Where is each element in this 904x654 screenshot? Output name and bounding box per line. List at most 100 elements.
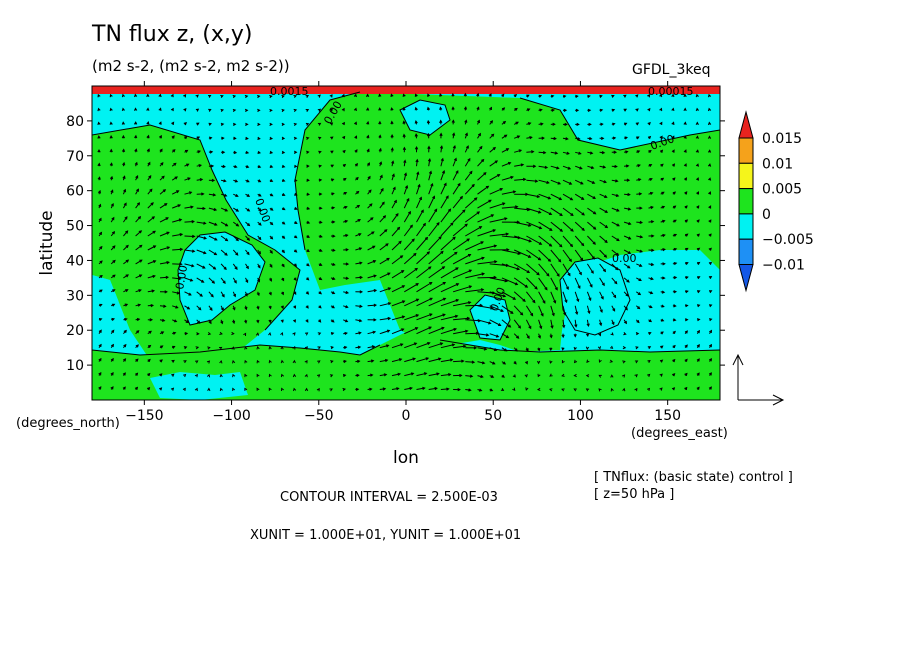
- flux-vector: [404, 314, 419, 321]
- flux-vector-head: [292, 345, 296, 350]
- flux-vector-head: [152, 245, 157, 249]
- flux-vector: [599, 207, 608, 213]
- flux-vector-head: [697, 276, 701, 280]
- flux-vector-head: [696, 304, 701, 308]
- flux-vector: [538, 179, 549, 184]
- flux-vector-head: [234, 179, 239, 183]
- flux-vector-head: [148, 330, 152, 334]
- flux-vector-head: [378, 93, 382, 97]
- flux-vector-head: [162, 189, 167, 193]
- flux-vector: [477, 319, 491, 324]
- flux-vector: [452, 158, 457, 167]
- flux-vector: [452, 196, 463, 209]
- flux-vector-head: [294, 206, 298, 210]
- flux-vector-head: [501, 374, 505, 378]
- flux-vector: [220, 277, 226, 284]
- flux-vector-head: [602, 165, 607, 169]
- flux-vector: [538, 277, 548, 290]
- flux-vector-head: [627, 192, 631, 197]
- flux-vector-head: [647, 346, 652, 350]
- flux-vector-head: [294, 249, 298, 253]
- x-axis-label: lon: [393, 448, 419, 468]
- flux-vector-head: [214, 222, 218, 226]
- flux-vector-head: [159, 148, 163, 152]
- flux-vector-head: [220, 320, 224, 325]
- flux-vector-head: [125, 259, 130, 263]
- flux-vector-head: [461, 359, 465, 363]
- flux-vector: [135, 216, 141, 223]
- flux-vector-head: [256, 346, 260, 350]
- flux-vector-head: [220, 307, 224, 312]
- flux-vector-head: [166, 231, 170, 235]
- flux-vector-head: [659, 107, 663, 112]
- flux-vector: [489, 188, 503, 195]
- flux-vector-head: [504, 217, 508, 221]
- flux-vector-head: [592, 241, 596, 245]
- flux-vector: [562, 319, 565, 328]
- flux-vector: [379, 202, 385, 209]
- flux-vector-head: [420, 209, 424, 213]
- flux-vector: [489, 217, 507, 223]
- flux-vector-head: [294, 192, 298, 196]
- flux-vector-head: [112, 245, 116, 249]
- flux-vector-head: [183, 360, 187, 364]
- flux-vector-head: [256, 306, 260, 310]
- flux-vector-head: [232, 387, 236, 392]
- flux-vector: [513, 291, 526, 302]
- flux-vector-head: [707, 163, 712, 167]
- flux-vector-head: [552, 122, 556, 126]
- flux-vector-head: [635, 346, 639, 350]
- flux-vector-head: [196, 332, 200, 336]
- flux-vector-head: [429, 297, 433, 301]
- flux-vector-head: [488, 93, 492, 97]
- flux-vector-head: [556, 166, 560, 170]
- flux-vector-head: [593, 226, 597, 230]
- flux-vector-head: [402, 106, 406, 111]
- flux-vector-head: [454, 314, 459, 318]
- flux-vector-head: [550, 325, 554, 329]
- flux-vector-head: [305, 291, 310, 295]
- flux-vector-head: [305, 319, 309, 323]
- flux-vector: [489, 147, 496, 153]
- flux-vector-head: [565, 286, 569, 291]
- flux-vector: [440, 388, 449, 390]
- flux-vector: [391, 270, 404, 279]
- flux-vector-head: [341, 93, 345, 98]
- flux-vector-head: [220, 95, 224, 99]
- flux-vector: [428, 373, 439, 377]
- flux-vector-head: [442, 313, 446, 317]
- flux-vector-head: [244, 373, 248, 378]
- flux-vector-head: [136, 317, 141, 322]
- flux-vector-head: [359, 290, 364, 294]
- flux-vector-head: [306, 220, 311, 224]
- flux-vector: [172, 204, 181, 209]
- flux-vector: [147, 230, 156, 237]
- flux-vector-head: [397, 372, 402, 376]
- flux-vector: [611, 193, 619, 197]
- flux-vector-head: [354, 163, 359, 167]
- flux-vector-head: [475, 331, 480, 335]
- flux-vector-head: [489, 106, 493, 111]
- flux-vector: [562, 249, 572, 262]
- flux-vector: [355, 276, 363, 279]
- flux-vector-head: [246, 193, 251, 197]
- flux-vector-head: [372, 260, 377, 264]
- flux-vector-head: [165, 217, 169, 221]
- flux-vector: [391, 200, 397, 209]
- flux-vector-head: [121, 107, 125, 112]
- flux-vector-head: [578, 271, 582, 276]
- flux-vector-head: [612, 308, 616, 312]
- flux-vector-head: [330, 360, 334, 364]
- flux-vector-head: [146, 93, 150, 98]
- flux-vector-head: [683, 149, 687, 153]
- flux-vector-head: [366, 148, 370, 152]
- flux-vector-head: [258, 193, 262, 197]
- flux-vector: [574, 291, 579, 302]
- contour-lines: [92, 91, 720, 356]
- flux-vector-head: [396, 226, 401, 231]
- flux-vector-head: [159, 134, 162, 139]
- flux-vector-head: [611, 321, 615, 326]
- flux-vector-head: [610, 374, 614, 378]
- flux-vector-head: [257, 94, 261, 99]
- flux-vector-head: [207, 94, 212, 98]
